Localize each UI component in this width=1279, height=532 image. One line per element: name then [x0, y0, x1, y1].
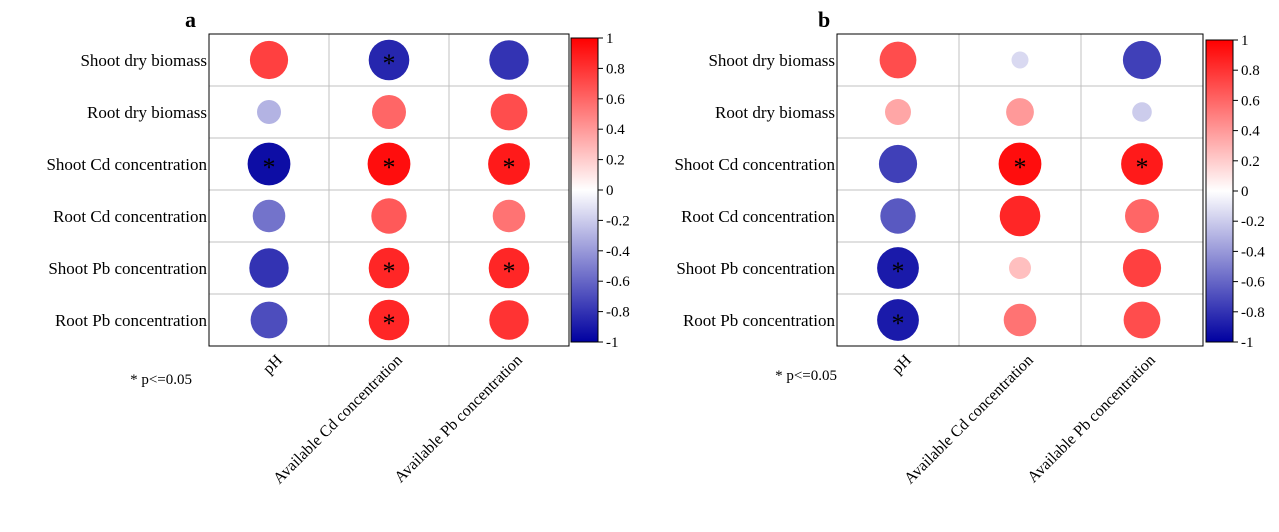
correlation-circle — [878, 144, 918, 184]
correlation-circle — [257, 100, 281, 124]
significance-star: * — [892, 309, 905, 338]
correlation-circle — [372, 95, 406, 129]
correlation-circle — [877, 299, 919, 341]
row-label: Shoot dry biomass — [708, 51, 835, 70]
correlation-circle — [1003, 303, 1037, 337]
correlation-circle — [247, 142, 291, 186]
row-label: Root dry biomass — [715, 103, 835, 122]
correlation-circle — [488, 143, 530, 185]
colorbar-tick-label: 0.6 — [606, 92, 625, 108]
correlation-circle — [1123, 301, 1161, 339]
colorbar — [570, 37, 599, 343]
correlation-circle — [489, 300, 529, 340]
correlation-circle — [879, 41, 917, 79]
colorbar-tick-label: -0.6 — [1241, 275, 1265, 291]
colorbar-tick-label: 0.8 — [1241, 63, 1260, 79]
significance-star: * — [1014, 153, 1027, 182]
colorbar-tick-label: -0.2 — [606, 213, 630, 229]
colorbar-tick-label: 0.2 — [1241, 154, 1260, 170]
row-label: Root Pb concentration — [683, 311, 836, 330]
significance-note: * p<=0.05 — [775, 368, 837, 384]
panel-b: b * * * * Shoot dry biomass Root dry biomass Sh… — [674, 7, 1265, 487]
correlation-circle — [490, 93, 528, 131]
correlation-circle — [492, 199, 526, 233]
column-label: Available Cd concentration — [270, 352, 406, 488]
correlation-circle — [368, 39, 410, 81]
colorbar-tick-label: 0.2 — [606, 153, 625, 169]
colorbar-tick-label: -1 — [1241, 335, 1254, 351]
row-label: Shoot Cd concentration — [674, 155, 835, 174]
plot-frame — [836, 33, 1204, 347]
correlation-circle — [999, 195, 1041, 237]
significance-star: * — [892, 257, 905, 286]
correlation-circle — [250, 301, 288, 339]
significance-star: * — [1136, 153, 1149, 182]
row-label: Shoot Pb concentration — [48, 259, 207, 278]
correlation-circle — [1122, 248, 1162, 288]
colorbar-tick-label: 0.4 — [1241, 124, 1260, 140]
panel-letter: b — [818, 7, 830, 32]
colorbar-tick-label: 0 — [1241, 184, 1249, 200]
panel-a: a * * * * * * * Shoot dry biomass Root dry biomas… — [46, 7, 630, 487]
correlation-circle — [1011, 51, 1029, 69]
correlation-circle — [252, 199, 286, 233]
colorbar-tick-label: 0.4 — [606, 122, 625, 138]
plot-frame — [208, 33, 570, 347]
column-label: Available Pb concentration — [391, 352, 525, 486]
column-label: Available Pb concentration — [1024, 352, 1158, 486]
significance-star: * — [503, 153, 516, 182]
correlation-circle — [1125, 199, 1159, 233]
correlation-circle — [371, 198, 407, 234]
correlation-circle — [367, 142, 411, 186]
colorbar-tick-label: 0.6 — [1241, 93, 1260, 109]
correlation-circle — [1009, 257, 1031, 279]
colorbar-tick-label: -0.4 — [1241, 244, 1265, 260]
correlation-circle — [880, 198, 916, 234]
colorbar-tick-label: -0.6 — [606, 274, 630, 290]
correlation-circle — [885, 99, 911, 125]
significance-star: * — [383, 153, 396, 182]
colorbar-tick-label: -0.2 — [1241, 214, 1265, 230]
column-label: Available Cd concentration — [901, 352, 1037, 488]
colorbar-tick-label: 1 — [1241, 33, 1249, 49]
colorbar-tick-label: -0.4 — [606, 244, 630, 260]
row-label: Root dry biomass — [87, 103, 207, 122]
correlation-circle — [1121, 143, 1163, 185]
colorbar-tick-label: 1 — [606, 31, 614, 47]
correlation-circle — [249, 248, 289, 288]
correlation-circle — [249, 40, 289, 80]
row-label: Shoot dry biomass — [80, 51, 207, 70]
correlation-circle — [1006, 98, 1034, 126]
correlation-circle — [877, 247, 919, 289]
colorbar-tick-label: 0.8 — [606, 61, 625, 77]
correlation-circle — [368, 299, 410, 341]
correlation-circle — [1132, 102, 1152, 122]
significance-star: * — [503, 257, 516, 286]
correlation-circle — [489, 40, 529, 80]
row-label: Shoot Pb concentration — [676, 259, 835, 278]
panel-letter: a — [185, 7, 196, 32]
correlation-circle — [368, 247, 410, 289]
significance-star: * — [383, 49, 396, 78]
significance-star: * — [383, 257, 396, 286]
row-label: Root Cd concentration — [53, 207, 207, 226]
significance-note: * p<=0.05 — [130, 372, 192, 388]
colorbar-tick-label: -0.8 — [606, 305, 630, 321]
colorbar-tick-label: 0 — [606, 183, 614, 199]
significance-star: * — [263, 153, 276, 182]
correlation-circle — [1122, 40, 1162, 80]
row-label: Root Pb concentration — [55, 311, 208, 330]
row-label: Root Cd concentration — [681, 207, 835, 226]
significance-star: * — [383, 309, 396, 338]
correlation-circle — [998, 142, 1042, 186]
colorbar-tick-label: -0.8 — [1241, 305, 1265, 321]
column-label: pH — [260, 351, 286, 377]
colorbar-tick-label: -1 — [606, 335, 619, 351]
row-label: Shoot Cd concentration — [46, 155, 207, 174]
correlation-circle — [488, 247, 530, 289]
column-label: pH — [889, 351, 915, 377]
colorbar — [1205, 39, 1234, 343]
